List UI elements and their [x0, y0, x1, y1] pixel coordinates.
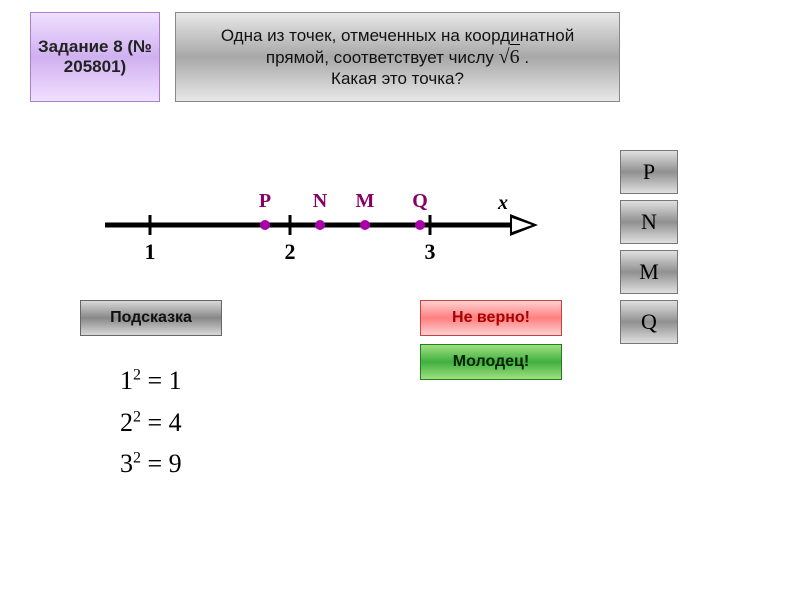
q-line2-post: .: [524, 48, 529, 67]
sqrt-symbol: √6: [499, 46, 520, 69]
task-title: Задание 8 (№ 205801): [35, 37, 155, 77]
answer-button-m[interactable]: M: [620, 250, 678, 294]
wrong-label: Не верно!: [452, 309, 530, 326]
svg-text:M: M: [356, 190, 375, 212]
svg-text:3: 3: [425, 239, 436, 264]
svg-text:2: 2: [285, 239, 296, 264]
answer-button-p[interactable]: P: [620, 150, 678, 194]
sqrt-value: 6: [510, 44, 520, 68]
svg-text:1: 1: [145, 239, 156, 264]
q-line3: Какая это точка?: [331, 69, 464, 88]
svg-text:Q: Q: [412, 190, 428, 212]
q-line2-pre: прямой, соответствует числу: [266, 48, 499, 67]
hint-label: Подсказка: [110, 309, 192, 326]
equation-row: 22 = 4: [120, 402, 182, 444]
number-line: 1 2 3 P N M Qx: [60, 170, 550, 270]
q-line1: Одна из точек, отмеченных на координатно…: [221, 26, 574, 45]
svg-text:P: P: [259, 190, 271, 212]
answers-panel: PNMQ: [620, 150, 676, 350]
question-box: Одна из точек, отмеченных на координатно…: [175, 12, 620, 102]
answer-button-q[interactable]: Q: [620, 300, 678, 344]
wrong-feedback: Не верно!: [420, 300, 562, 336]
correct-feedback: Молодец!: [420, 344, 562, 380]
equation-row: 32 = 9: [120, 443, 182, 485]
svg-text:N: N: [313, 190, 328, 212]
equations-block: 12 = 122 = 432 = 9: [120, 360, 182, 485]
correct-label: Молодец!: [453, 353, 529, 370]
equation-row: 12 = 1: [120, 360, 182, 402]
task-box: Задание 8 (№ 205801): [30, 12, 160, 102]
question-text: Одна из точек, отмеченных на координатно…: [221, 26, 574, 89]
svg-text:x: x: [497, 192, 508, 214]
hint-button[interactable]: Подсказка: [80, 300, 222, 336]
answer-button-n[interactable]: N: [620, 200, 678, 244]
